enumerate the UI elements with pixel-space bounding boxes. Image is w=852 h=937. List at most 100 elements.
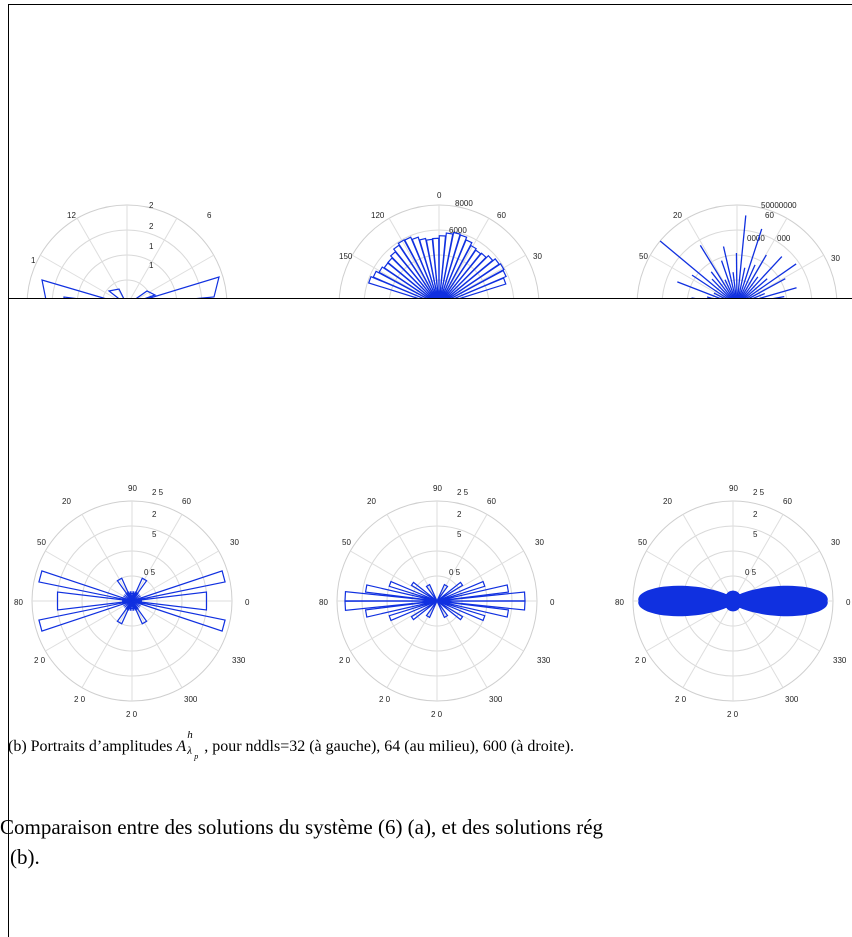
petals-b3: [638, 585, 828, 617]
tick-label: 20: [663, 497, 672, 506]
tick-label: 0 5: [449, 568, 461, 577]
tick-label: 0 5: [745, 568, 757, 577]
tick-label: 50: [639, 252, 648, 261]
petal: [436, 584, 510, 602]
petal: [131, 570, 226, 602]
caption-sup: h: [187, 729, 193, 741]
polar-plot-b1: 90 2 5 20 60 2 5 50 30 0 5 80 0 2 0 330 2 0 300 2 0: [14, 484, 250, 719]
petal: [364, 600, 438, 618]
tick-label: 000: [777, 234, 791, 243]
petal: [116, 600, 133, 625]
tick-label: 2 5: [457, 488, 469, 497]
tick-label: 330: [232, 656, 246, 665]
polar-plot-b2: 90 2 5 20 60 2 5 50 30 0 5 80 0 2 0 330 2 0 300 2 0: [319, 484, 555, 719]
tick-label: 30: [831, 538, 840, 547]
spike: [131, 600, 142, 604]
tick-label: 2: [149, 222, 154, 231]
petals-a2: [367, 231, 507, 306]
tick-label: 30: [831, 254, 840, 263]
tick-label: 2 0: [339, 656, 351, 665]
tick-label: 2: [152, 510, 157, 519]
caption-symbol: A: [176, 738, 187, 755]
polar-plot-a1: 2 12 6 2 1 1 1 0 8000 120 60 600: [26, 191, 840, 406]
tick-label: 0: [846, 598, 851, 607]
caption-prefix: (b) Portraits d’amplitudes: [8, 738, 177, 755]
filled-lobe: [638, 585, 828, 617]
tick-label: 2: [753, 510, 758, 519]
petals-a3: [659, 215, 797, 306]
tick-label: 60: [487, 497, 496, 506]
tick-label: 1: [149, 261, 154, 270]
tick-label: 80: [615, 598, 624, 607]
tick-label: 50: [638, 538, 647, 547]
petal: [436, 600, 464, 621]
tick-label: 5: [152, 530, 157, 539]
tick-label: 2 0: [431, 710, 443, 719]
tick-label: 80: [14, 598, 23, 607]
tick-label: 0: [245, 598, 250, 607]
tick-label: 90: [729, 484, 738, 493]
tick-label: 30: [230, 538, 239, 547]
tick-label: 330: [537, 656, 551, 665]
tick-label: 90: [128, 484, 137, 493]
tick-label: 90: [433, 484, 442, 493]
petal: [436, 600, 449, 619]
tick-label: 50: [37, 538, 46, 547]
tick-label: 1: [31, 256, 36, 265]
spike: [736, 254, 767, 306]
body-line-2: (b).: [10, 845, 40, 869]
tick-label: 0000: [747, 234, 765, 243]
tick-label: 5: [753, 530, 758, 539]
tick-label: 150: [339, 252, 353, 261]
polar-plot-b3: 90 2 5 20 60 2 5 50 30 0 5 80 0 2 0 330 2 0 300 2 0: [615, 484, 851, 719]
petal: [436, 600, 486, 622]
petal: [436, 581, 464, 602]
petals-b2: [344, 580, 526, 622]
tick-label: 300: [184, 695, 198, 704]
tick-label: 20: [673, 211, 682, 220]
petal: [436, 583, 449, 602]
spike: [699, 245, 738, 306]
petal: [436, 580, 486, 602]
petal: [410, 600, 438, 621]
caption-subsub: p: [194, 752, 199, 761]
spike: [735, 252, 738, 306]
petal: [410, 581, 438, 602]
spike: [720, 260, 738, 306]
tick-label: 2 0: [675, 695, 687, 704]
petal: [131, 591, 208, 611]
tick-label: 0: [437, 191, 442, 200]
petal: [388, 600, 438, 622]
tick-label: 12: [67, 211, 76, 220]
tick-label: 50000000: [761, 201, 797, 210]
tick-label: 2 5: [152, 488, 164, 497]
spike: [736, 215, 747, 306]
petals-b1: [38, 570, 226, 632]
tick-label: 60: [497, 211, 506, 220]
petal: [131, 600, 226, 632]
tick-label: 300: [489, 695, 503, 704]
petal: [425, 600, 438, 619]
body-paragraph: Comparaison entre des solutions du systè…: [0, 812, 852, 872]
tick-label: 2 0: [379, 695, 391, 704]
petal: [38, 600, 133, 632]
tick-label: 8000: [455, 199, 473, 208]
tick-label: 2 0: [34, 656, 46, 665]
petal: [38, 570, 133, 602]
body-line-1: Comparaison entre des solutions du systè…: [0, 815, 604, 839]
spike: [736, 228, 763, 306]
petal: [131, 577, 148, 602]
frame-line: [8, 650, 9, 937]
tick-label: 330: [833, 656, 847, 665]
tick-label: 2: [149, 201, 154, 210]
tick-label: 6000: [449, 226, 467, 235]
tick-label: 2 0: [74, 695, 86, 704]
tick-label: 0: [550, 598, 555, 607]
tick-label: 20: [367, 497, 376, 506]
spike: [736, 256, 783, 306]
tick-label: 60: [765, 211, 774, 220]
petal: [425, 583, 438, 602]
